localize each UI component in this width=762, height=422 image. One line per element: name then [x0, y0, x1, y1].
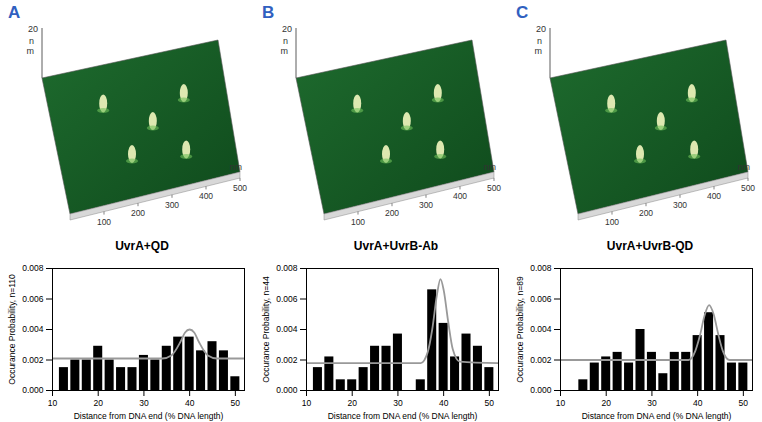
svg-text:0.004: 0.004 [22, 324, 44, 334]
svg-text:C: C [516, 3, 528, 22]
svg-text:0.000: 0.000 [530, 385, 552, 395]
html-text:UvrA+QD: UvrA+QD [115, 239, 169, 253]
html-text:UvrA+UvrB-Ab: UvrA+UvrB-Ab [353, 239, 439, 253]
svg-text:m: m [535, 46, 543, 56]
svg-text:0.006: 0.006 [530, 294, 552, 304]
svg-text:500: 500 [233, 183, 247, 193]
svg-text:40: 40 [185, 398, 195, 408]
svg-text:100: 100 [605, 217, 619, 227]
svg-text:0.002: 0.002 [22, 355, 44, 365]
svg-text:0.008: 0.008 [22, 263, 44, 273]
svg-text:400: 400 [707, 191, 721, 201]
svg-text:0.006: 0.006 [276, 294, 298, 304]
svg-text:20: 20 [93, 398, 103, 408]
svg-text:20: 20 [282, 24, 292, 34]
svg-text:200: 200 [131, 208, 145, 218]
svg-text:40: 40 [693, 398, 703, 408]
svg-text:n: n [537, 36, 542, 46]
svg-text:20: 20 [601, 398, 611, 408]
svg-text:Distance from DNA end (% DNA l: Distance from DNA end (% DNA length) [328, 411, 478, 421]
svg-text:10: 10 [48, 398, 58, 408]
svg-text:20: 20 [347, 398, 357, 408]
svg-text:0.008: 0.008 [530, 263, 552, 273]
svg-text:500: 500 [487, 183, 501, 193]
svg-text:n: n [29, 36, 34, 46]
svg-text:10: 10 [556, 398, 566, 408]
svg-text:100: 100 [97, 217, 111, 227]
svg-text:0.004: 0.004 [276, 324, 298, 334]
svg-text:50: 50 [231, 398, 241, 408]
svg-text:20: 20 [28, 24, 38, 34]
svg-text:30: 30 [647, 398, 657, 408]
svg-text:Distance from DNA end (% DNA l: Distance from DNA end (% DNA length) [582, 411, 732, 421]
svg-text:0.006: 0.006 [22, 294, 44, 304]
svg-text:0.000: 0.000 [22, 385, 44, 395]
svg-text:nm: nm [737, 162, 750, 172]
svg-text:0.000: 0.000 [276, 385, 298, 395]
svg-text:B: B [262, 3, 274, 22]
svg-text:50: 50 [739, 398, 749, 408]
svg-text:0.002: 0.002 [276, 355, 298, 365]
svg-text:A: A [8, 3, 20, 22]
svg-text:0.008: 0.008 [276, 263, 298, 273]
svg-text:nm: nm [483, 162, 496, 172]
svg-text:400: 400 [199, 191, 213, 201]
svg-text:10: 10 [302, 398, 312, 408]
svg-text:200: 200 [385, 208, 399, 218]
svg-text:300: 300 [165, 200, 179, 210]
svg-text:20: 20 [536, 24, 546, 34]
svg-text:Distance from DNA end (% DNA l: Distance from DNA end (% DNA length) [74, 411, 224, 421]
html-text:UvrA+UvrB-QD: UvrA+UvrB-QD [606, 239, 694, 253]
svg-text:Occurance Probability, n=89: Occurance Probability, n=89 [515, 276, 525, 383]
svg-text:100: 100 [351, 217, 365, 227]
svg-text:300: 300 [673, 200, 687, 210]
svg-text:0.004: 0.004 [530, 324, 552, 334]
svg-text:n: n [283, 36, 288, 46]
svg-text:40: 40 [439, 398, 449, 408]
svg-text:0.002: 0.002 [530, 355, 552, 365]
svg-text:Occurance Probability, n=44: Occurance Probability, n=44 [261, 276, 271, 383]
svg-text:Occurance Probability, n=110: Occurance Probability, n=110 [7, 274, 17, 385]
svg-text:300: 300 [419, 200, 433, 210]
svg-text:500: 500 [741, 183, 755, 193]
svg-text:200: 200 [639, 208, 653, 218]
svg-text:m: m [27, 46, 35, 56]
svg-text:50: 50 [485, 398, 495, 408]
svg-text:400: 400 [453, 191, 467, 201]
svg-text:30: 30 [139, 398, 149, 408]
svg-text:30: 30 [393, 398, 403, 408]
svg-text:nm: nm [229, 162, 242, 172]
svg-text:m: m [281, 46, 289, 56]
